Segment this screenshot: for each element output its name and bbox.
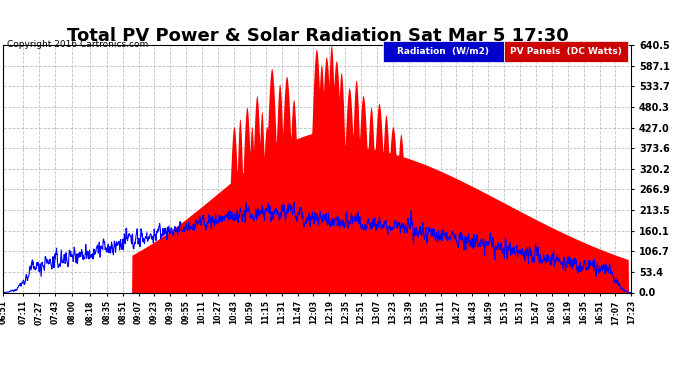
Text: Copyright 2016 Cartronics.com: Copyright 2016 Cartronics.com bbox=[7, 40, 148, 49]
Title: Total PV Power & Solar Radiation Sat Mar 5 17:30: Total PV Power & Solar Radiation Sat Mar… bbox=[66, 27, 569, 45]
Text: PV Panels  (DC Watts): PV Panels (DC Watts) bbox=[510, 47, 622, 56]
Text: Radiation  (W/m2): Radiation (W/m2) bbox=[397, 47, 489, 56]
